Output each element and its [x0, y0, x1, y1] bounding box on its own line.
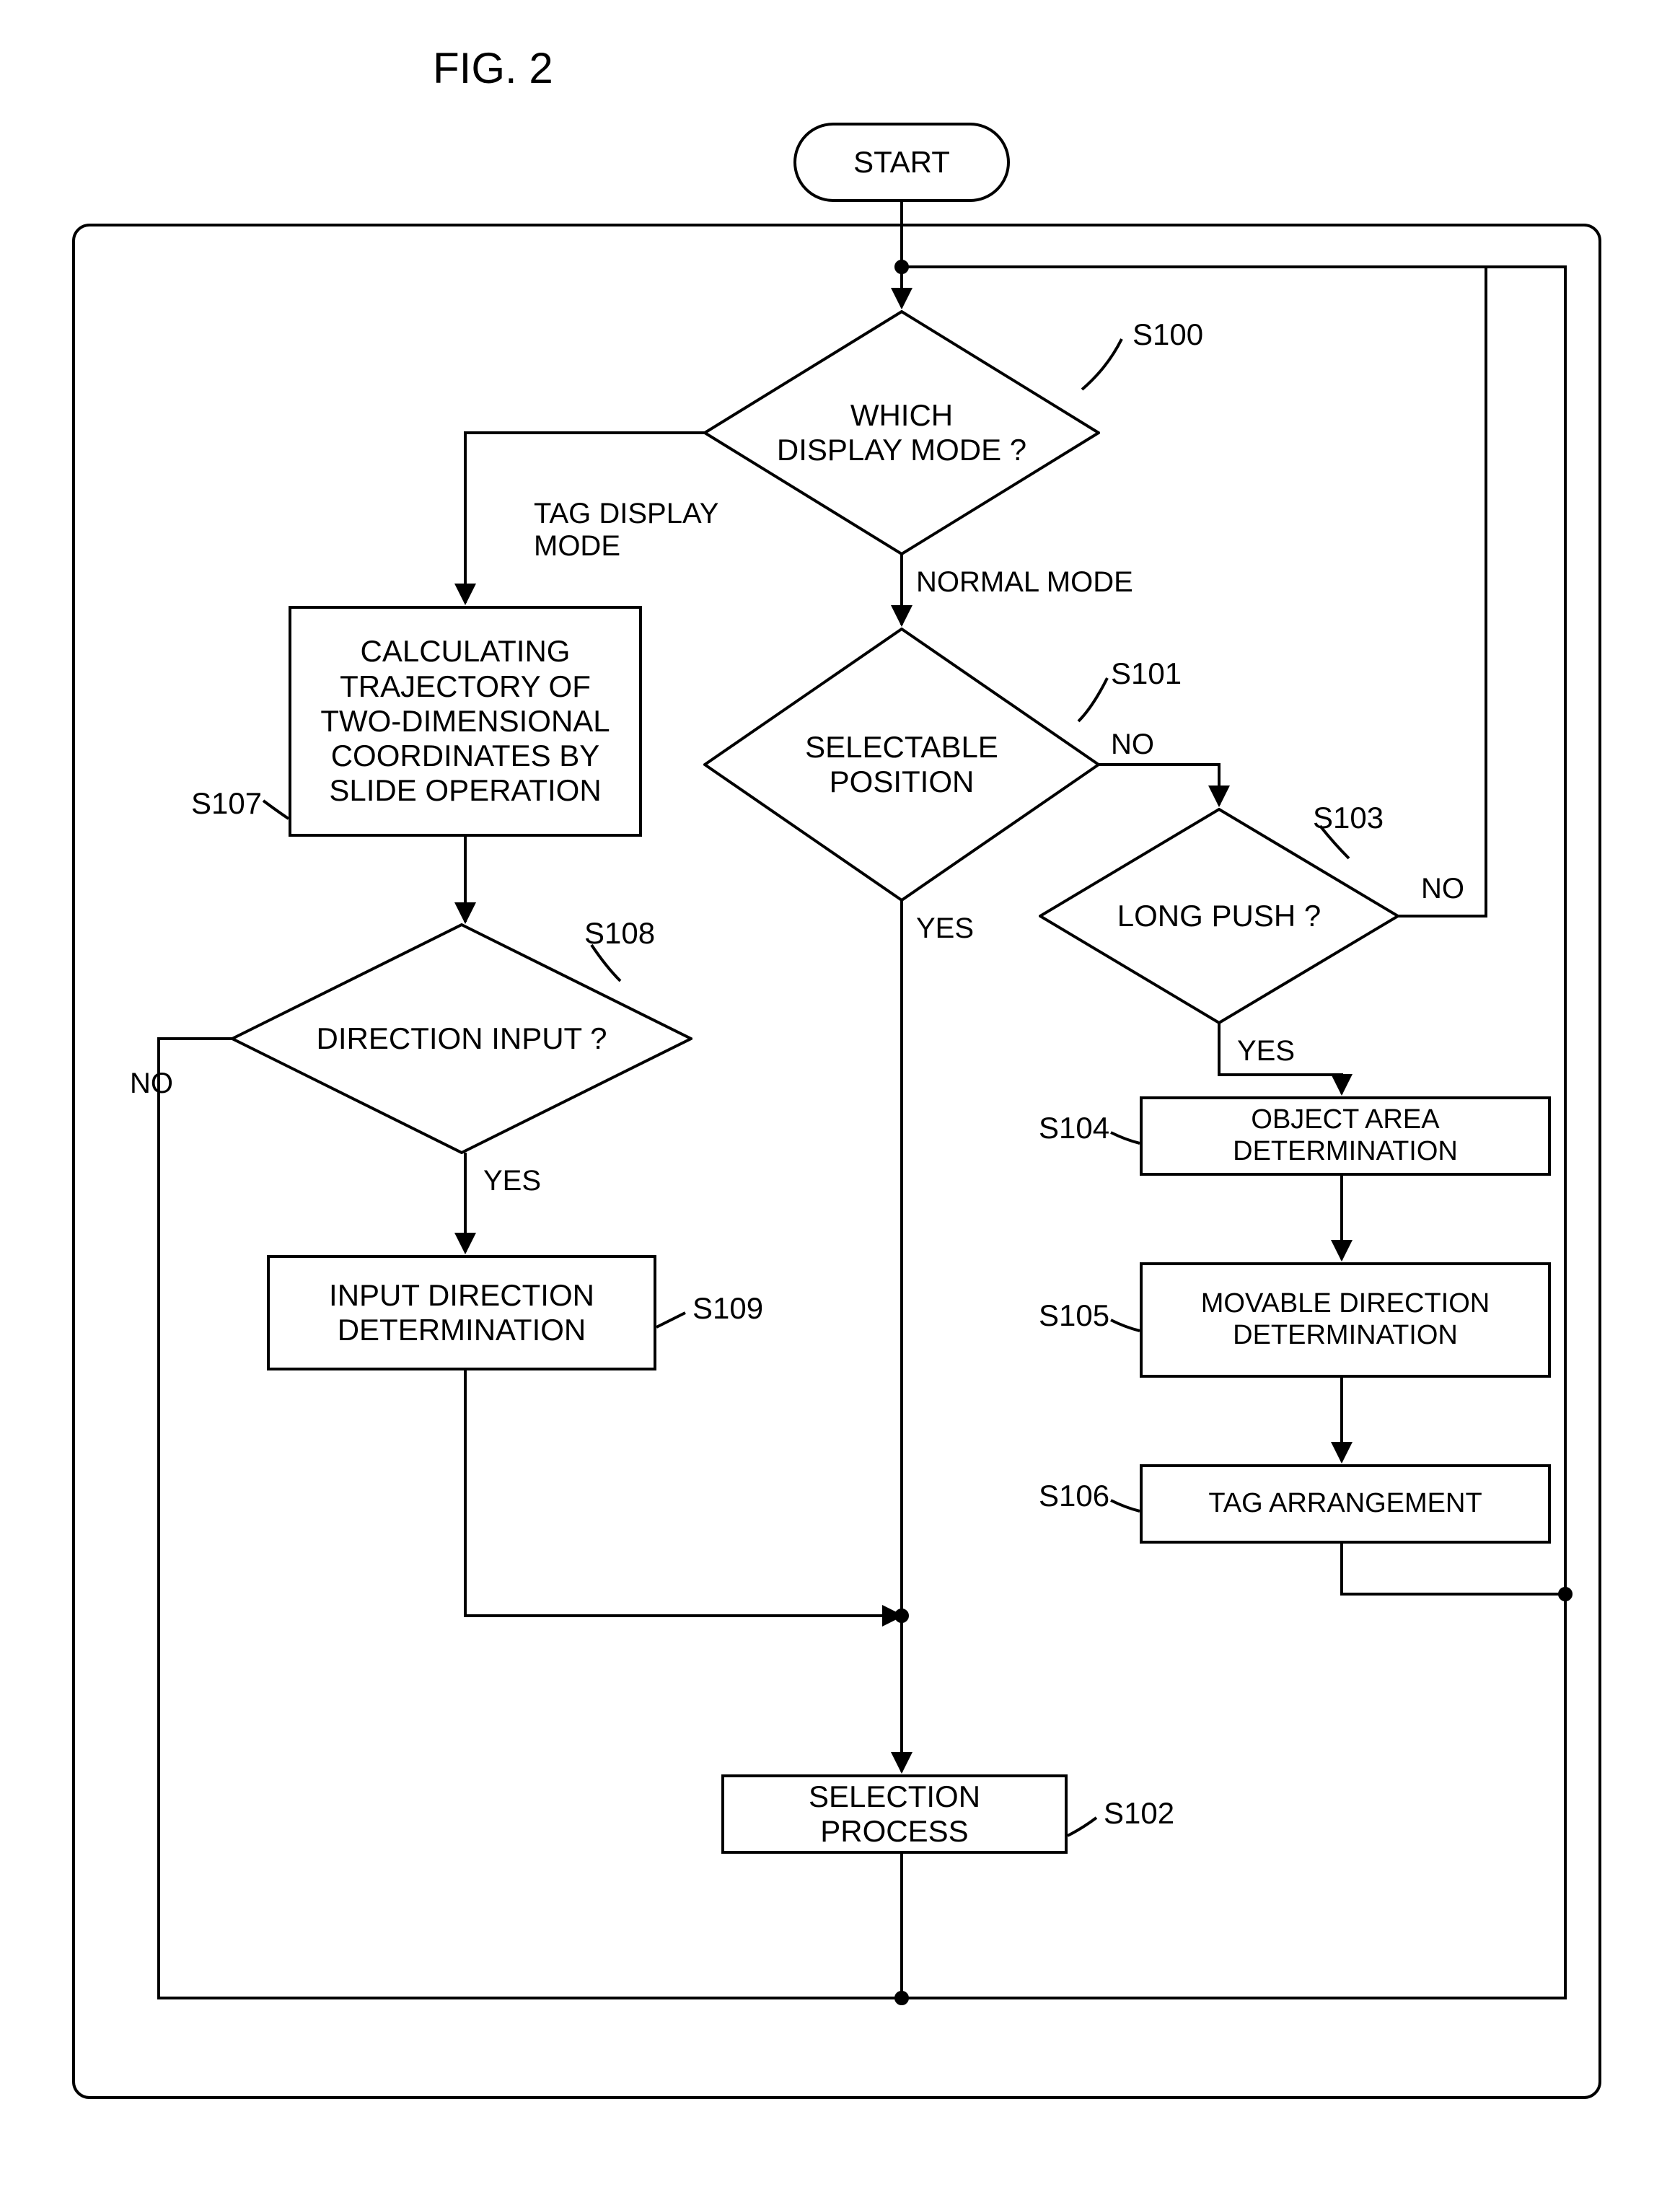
- label-s109-id: S109: [692, 1291, 763, 1326]
- decision-s108: DIRECTION INPUT ?: [231, 923, 692, 1154]
- label-s107-id: S107: [191, 786, 262, 821]
- process-s109-text: INPUT DIRECTION DETERMINATION: [329, 1278, 594, 1348]
- label-s101-id: S101: [1111, 656, 1182, 691]
- figure-label: FIG. 2: [433, 43, 553, 93]
- process-s102: SELECTION PROCESS: [721, 1774, 1068, 1854]
- decision-s103: LONG PUSH ?: [1039, 808, 1399, 1024]
- label-s108-id: S108: [584, 916, 655, 951]
- process-s106: TAG ARRANGEMENT: [1140, 1464, 1551, 1544]
- label-s104-id: S104: [1039, 1111, 1109, 1145]
- label-s101-no: NO: [1111, 729, 1154, 761]
- label-s100-normal-mode: NORMAL MODE: [916, 566, 1133, 599]
- process-s105: MOVABLE DIRECTION DETERMINATION: [1140, 1262, 1551, 1378]
- process-s106-text: TAG ARRANGEMENT: [1208, 1488, 1482, 1520]
- label-s108-yes: YES: [483, 1165, 541, 1197]
- label-s100-id: S100: [1133, 317, 1203, 352]
- process-s107: CALCULATING TRAJECTORY OF TWO-DIMENSIONA…: [289, 606, 642, 837]
- process-s102-text: SELECTION PROCESS: [733, 1779, 1056, 1849]
- label-s102-id: S102: [1104, 1796, 1174, 1831]
- label-s106-id: S106: [1039, 1479, 1109, 1513]
- decision-s100: WHICH DISPLAY MODE ?: [703, 310, 1100, 555]
- label-s101-yes: YES: [916, 912, 974, 945]
- process-s109: INPUT DIRECTION DETERMINATION: [267, 1255, 656, 1370]
- label-s100-tag-mode: TAG DISPLAY MODE: [534, 498, 718, 563]
- label-s103-yes: YES: [1237, 1035, 1295, 1068]
- process-s105-text: MOVABLE DIRECTION DETERMINATION: [1201, 1288, 1490, 1351]
- label-s103-id: S103: [1313, 801, 1384, 835]
- process-s104: OBJECT AREA DETERMINATION: [1140, 1096, 1551, 1176]
- process-s104-text: OBJECT AREA DETERMINATION: [1151, 1104, 1539, 1167]
- start-terminator: START: [793, 123, 1010, 202]
- label-s103-no: NO: [1421, 873, 1464, 905]
- start-text: START: [853, 145, 950, 180]
- label-s108-no: NO: [130, 1068, 173, 1100]
- label-s105-id: S105: [1039, 1298, 1109, 1333]
- process-s107-text: CALCULATING TRAJECTORY OF TWO-DIMENSIONA…: [320, 634, 610, 808]
